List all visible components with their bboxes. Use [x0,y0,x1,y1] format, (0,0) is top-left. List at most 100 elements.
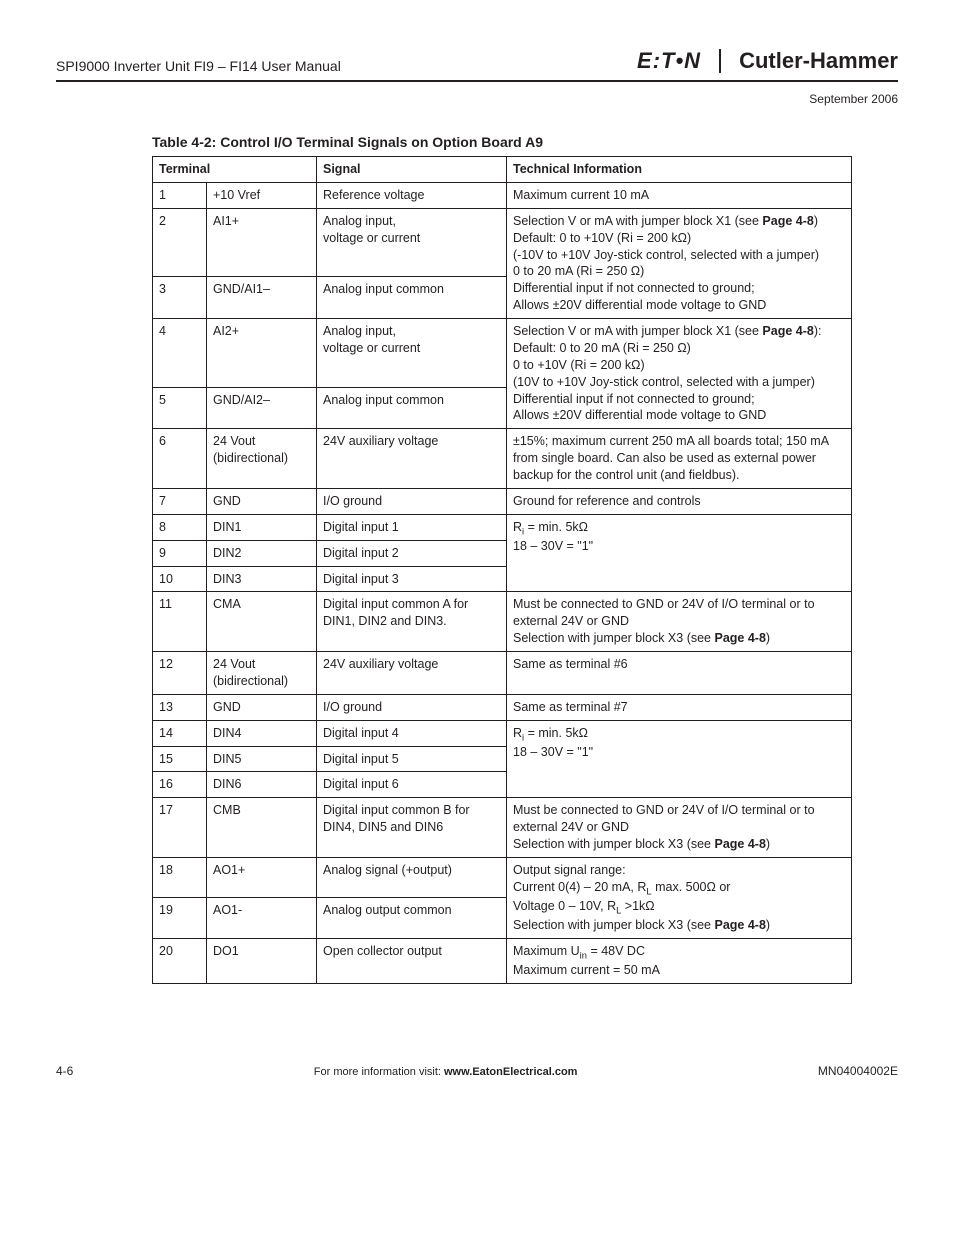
cell-terminal-name: GND [207,694,317,720]
cell-terminal-num: 15 [153,746,207,772]
cell-terminal-name: DIN3 [207,566,317,592]
cell-signal: Digital input 3 [317,566,507,592]
cell-terminal-name: DIN4 [207,720,317,746]
cell-signal: Analog input common [317,387,507,429]
cell-tech: Must be connected to GND or 24V of I/O t… [507,592,852,652]
table-header-row: Terminal Signal Technical Information [153,157,852,183]
page-number: 4-6 [56,1064,73,1078]
cell-terminal-name: AI1+ [207,208,317,277]
table-row: 18AO1+Analog signal (+output)Output sign… [153,857,852,898]
table-row: 13GNDI/O groundSame as terminal #7 [153,694,852,720]
cell-terminal-name: DIN2 [207,540,317,566]
cell-tech: Must be connected to GND or 24V of I/O t… [507,798,852,858]
header-date: September 2006 [56,92,898,106]
cell-signal: Analog output common [317,898,507,939]
cell-terminal-name: DIN6 [207,772,317,798]
table-row: 8DIN1Digital input 1Ri = min. 5kΩ18 – 30… [153,514,852,540]
footer-center: For more information visit: www.EatonEle… [314,1066,578,1078]
cell-signal: Open collector output [317,938,507,983]
footer-link: www.EatonElectrical.com [444,1066,577,1078]
cell-signal: 24V auxiliary voltage [317,429,507,489]
cell-signal: I/O ground [317,488,507,514]
table-row: 14DIN4Digital input 4Ri = min. 5kΩ18 – 3… [153,720,852,746]
table-row: 4AI2+Analog input,voltage or currentSele… [153,319,852,388]
table-row: 11CMADigital input common A for DIN1, DI… [153,592,852,652]
cell-terminal-name: AO1- [207,898,317,939]
table-row: 20DO1Open collector outputMaximum Uin = … [153,938,852,983]
cell-terminal-num: 4 [153,319,207,388]
cell-terminal-name: DIN1 [207,514,317,540]
brand-eaton-logo: E:T•N [637,48,701,74]
cell-signal: Analog input,voltage or current [317,208,507,277]
cell-tech: Same as terminal #7 [507,694,852,720]
cell-signal: Digital input 1 [317,514,507,540]
table-row: 624 Vout(bidirectional)24V auxiliary vol… [153,429,852,489]
cell-terminal-num: 16 [153,772,207,798]
cell-terminal-name: 24 Vout(bidirectional) [207,429,317,489]
footer-center-pre: For more information visit: [314,1066,444,1078]
cell-terminal-name: 24 Vout(bidirectional) [207,652,317,695]
cell-signal: 24V auxiliary voltage [317,652,507,695]
cell-terminal-num: 12 [153,652,207,695]
cell-signal: Analog input,voltage or current [317,319,507,388]
cell-tech: Maximum current 10 mA [507,182,852,208]
table-row: 7GNDI/O groundGround for reference and c… [153,488,852,514]
brand-block: E:T•N Cutler-Hammer [637,48,898,74]
col-tech: Technical Information [507,157,852,183]
cell-terminal-num: 10 [153,566,207,592]
cell-terminal-num: 1 [153,182,207,208]
cell-terminal-num: 5 [153,387,207,429]
col-terminal: Terminal [153,157,317,183]
cell-terminal-num: 11 [153,592,207,652]
cell-tech: Maximum Uin = 48V DCMaximum current = 50… [507,938,852,983]
io-terminal-table: Terminal Signal Technical Information 1+… [152,156,852,984]
cell-terminal-name: AI2+ [207,319,317,388]
cell-signal: Digital input 2 [317,540,507,566]
cell-terminal-name: AO1+ [207,857,317,898]
cell-tech: Ri = min. 5kΩ18 – 30V = "1" [507,720,852,798]
cell-terminal-name: +10 Vref [207,182,317,208]
brand-divider [719,49,721,73]
page-footer: 4-6 For more information visit: www.Eato… [56,1064,898,1078]
cell-terminal-num: 18 [153,857,207,898]
cell-signal: I/O ground [317,694,507,720]
cell-terminal-num: 9 [153,540,207,566]
cell-terminal-num: 19 [153,898,207,939]
manual-title: SPI9000 Inverter Unit FI9 – FI14 User Ma… [56,58,341,74]
brand-cutler-hammer: Cutler-Hammer [739,48,898,74]
table-title: Table 4-2: Control I/O Terminal Signals … [152,134,898,150]
table-row: 17CMBDigital input common B for DIN4, DI… [153,798,852,858]
cell-terminal-num: 3 [153,277,207,319]
cell-terminal-name: GND [207,488,317,514]
cell-terminal-name: CMB [207,798,317,858]
cell-terminal-name: DO1 [207,938,317,983]
cell-terminal-num: 6 [153,429,207,489]
cell-terminal-num: 17 [153,798,207,858]
cell-signal: Digital input 6 [317,772,507,798]
page-header: SPI9000 Inverter Unit FI9 – FI14 User Ma… [56,48,898,82]
cell-tech: Selection V or mA with jumper block X1 (… [507,208,852,318]
cell-terminal-num: 2 [153,208,207,277]
cell-signal: Reference voltage [317,182,507,208]
table-row: 2AI1+Analog input,voltage or currentSele… [153,208,852,277]
cell-signal: Digital input 4 [317,720,507,746]
cell-terminal-num: 13 [153,694,207,720]
cell-signal: Analog input common [317,277,507,319]
cell-terminal-name: GND/AI1– [207,277,317,319]
table-row: 1+10 VrefReference voltageMaximum curren… [153,182,852,208]
cell-terminal-num: 8 [153,514,207,540]
col-signal: Signal [317,157,507,183]
cell-tech: Selection V or mA with jumper block X1 (… [507,319,852,429]
cell-terminal-name: GND/AI2– [207,387,317,429]
cell-signal: Analog signal (+output) [317,857,507,898]
table-row: 1224 Vout(bidirectional)24V auxiliary vo… [153,652,852,695]
cell-signal: Digital input 5 [317,746,507,772]
cell-signal: Digital input common A for DIN1, DIN2 an… [317,592,507,652]
cell-terminal-num: 20 [153,938,207,983]
cell-terminal-num: 14 [153,720,207,746]
cell-tech: Ground for reference and controls [507,488,852,514]
cell-signal: Digital input common B for DIN4, DIN5 an… [317,798,507,858]
cell-tech: Same as terminal #6 [507,652,852,695]
cell-terminal-name: CMA [207,592,317,652]
cell-tech: ±15%; maximum current 250 mA all boards … [507,429,852,489]
